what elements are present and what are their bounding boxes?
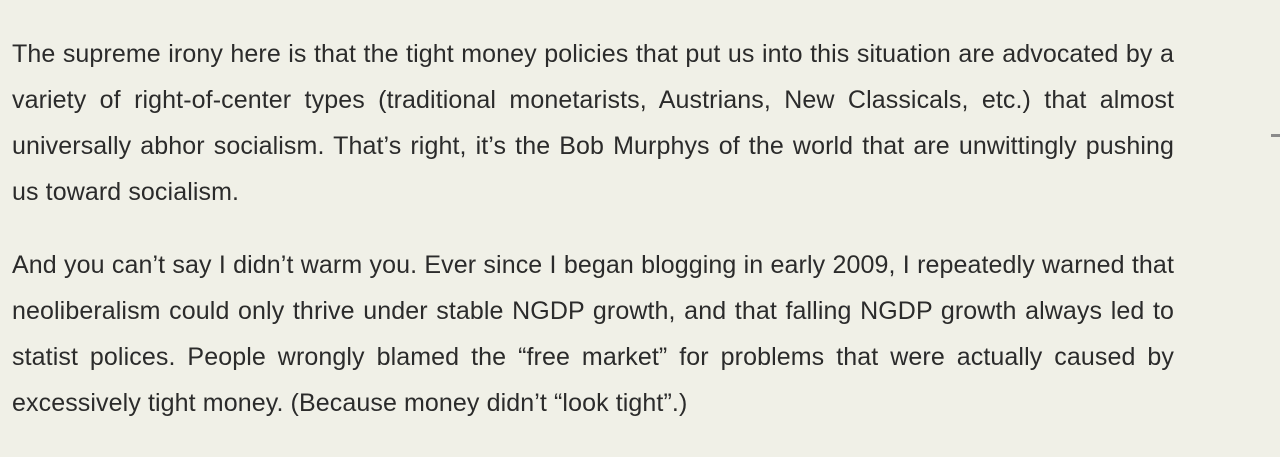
paragraph-cant-say-didnt-warn: And you can’t say I didn’t warm you. Eve… [12, 251, 1174, 417]
paragraph-supreme-irony: The supreme irony here is that the tight… [12, 40, 1174, 206]
scrollbar-thumb[interactable] [1271, 134, 1280, 137]
article-body: The supreme irony here is that the tight… [12, 31, 1174, 426]
